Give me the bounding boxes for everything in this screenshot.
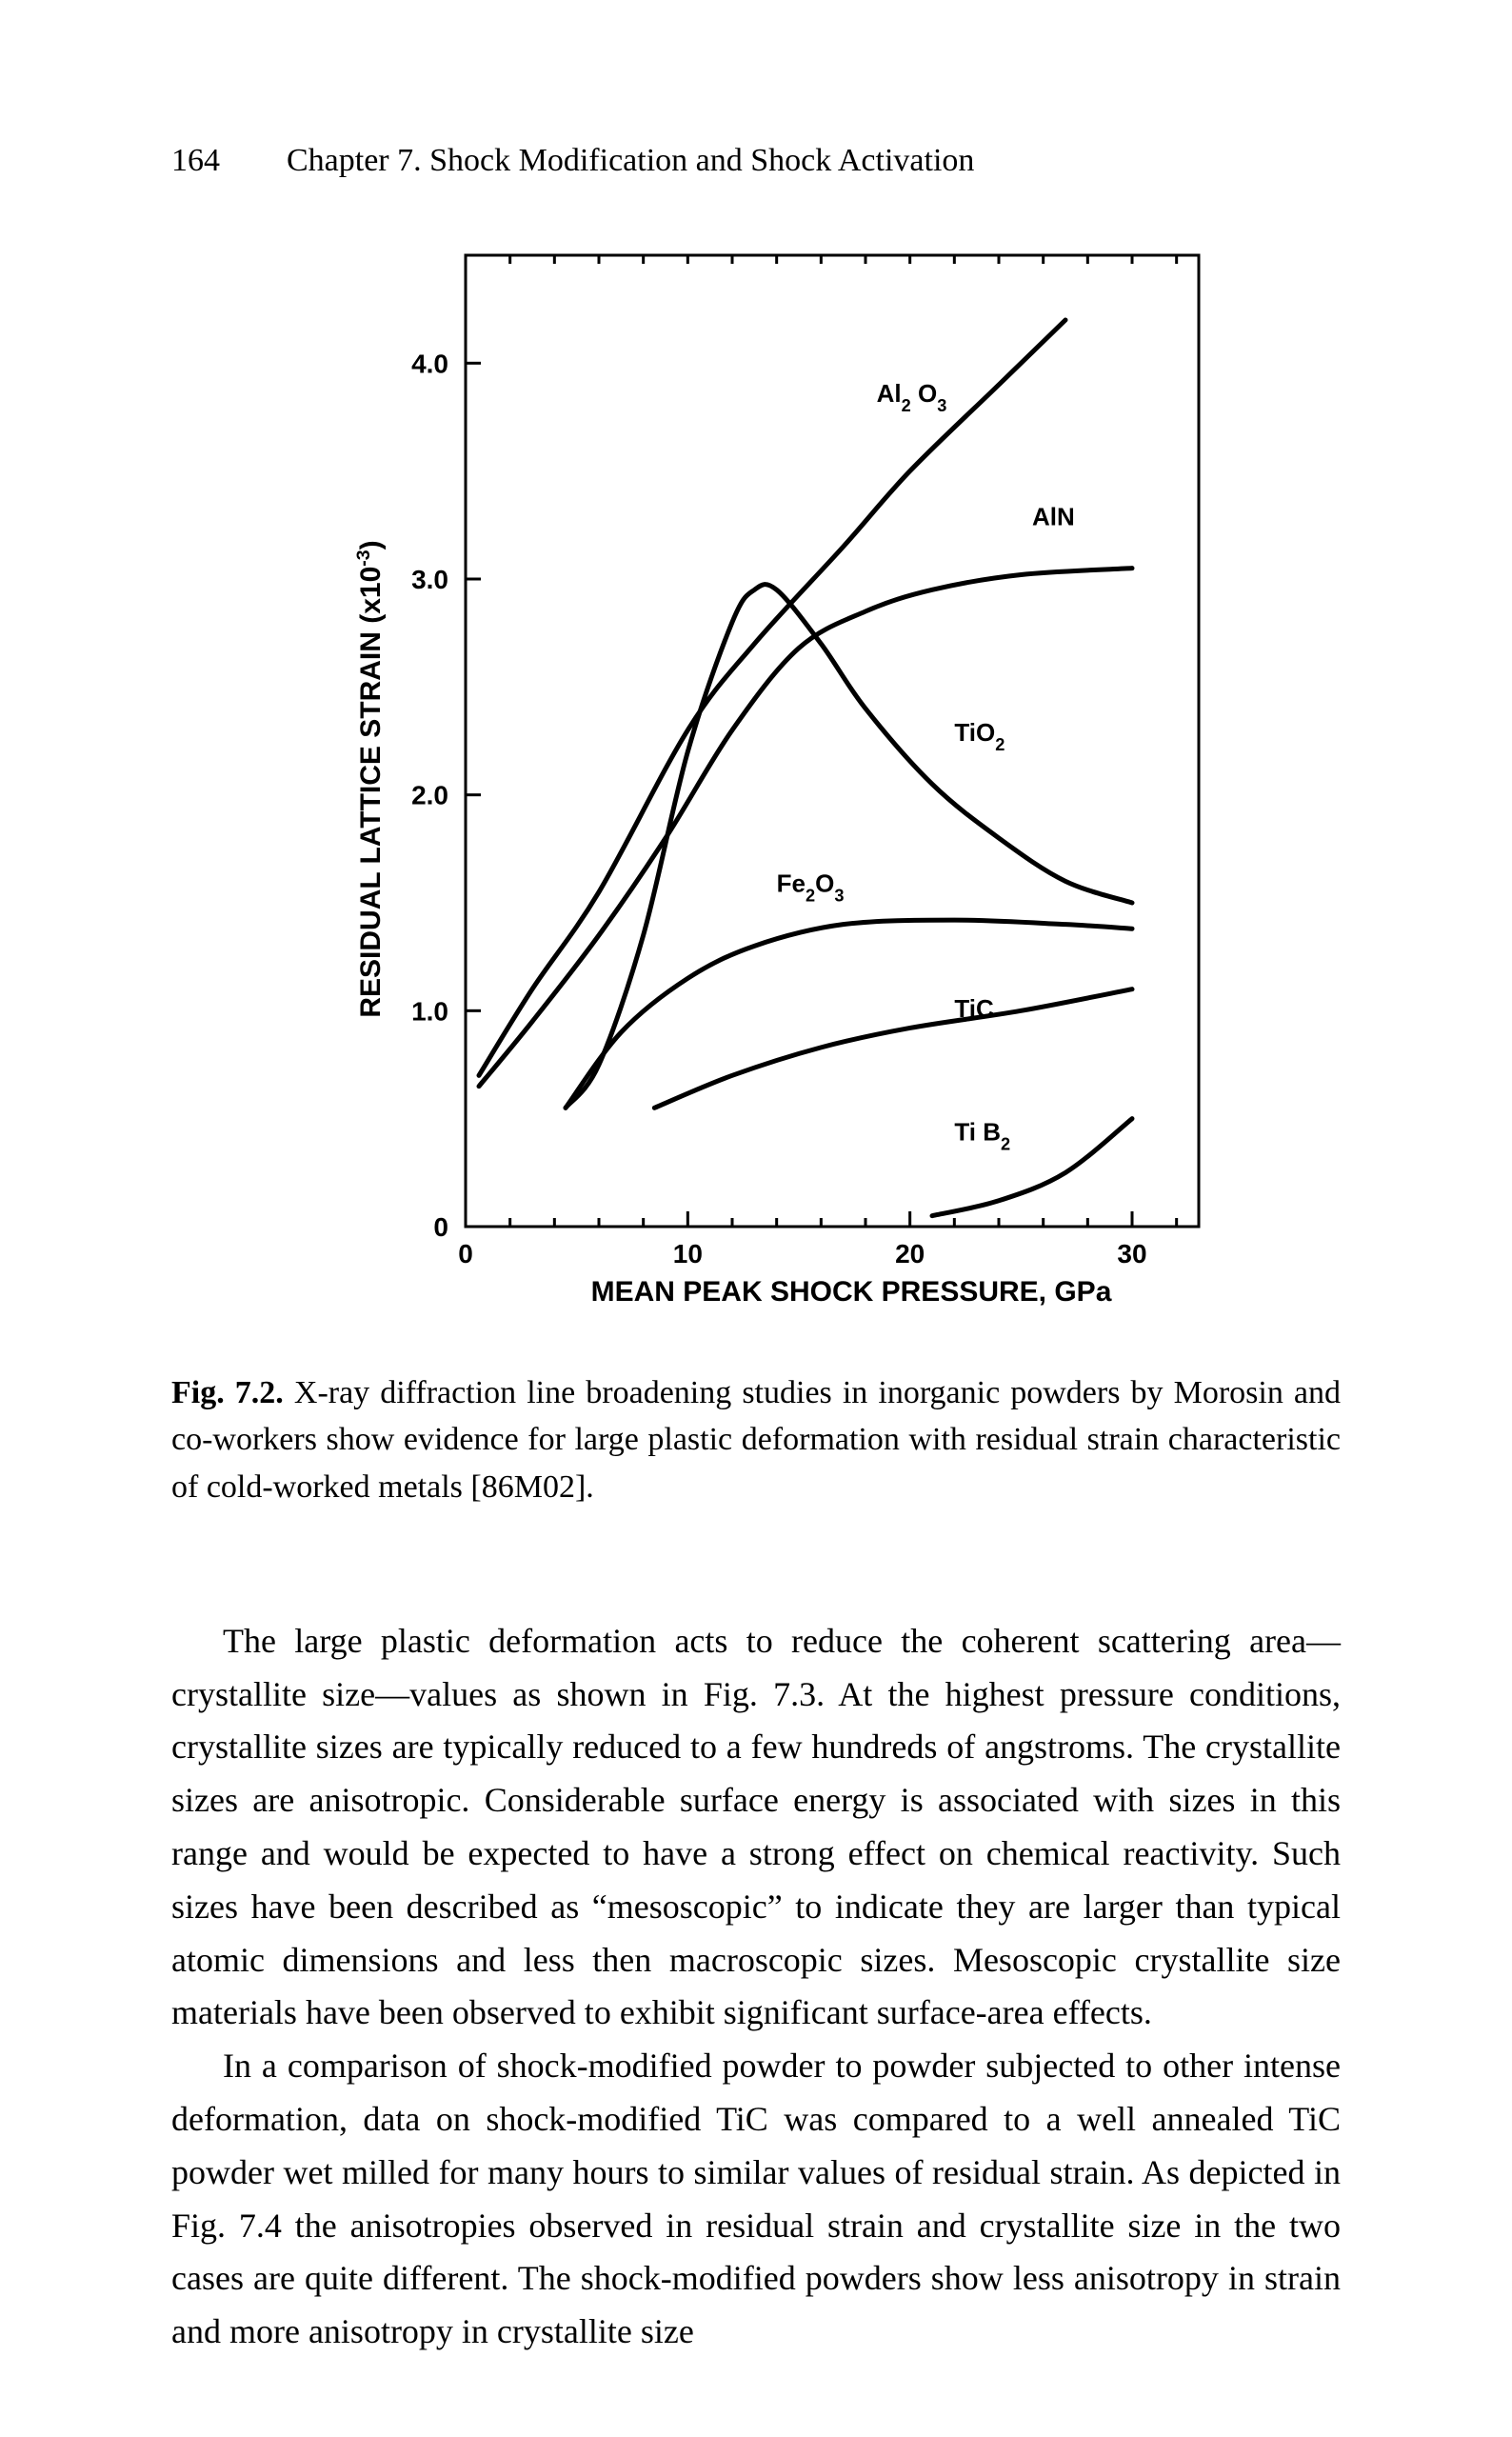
svg-text:20: 20 [895, 1239, 925, 1268]
figure-caption-text: X-ray diffraction line broadening studie… [171, 1375, 1341, 1505]
svg-text:4.0: 4.0 [411, 349, 448, 378]
running-header: 164 Chapter 7. Shock Modification and Sho… [171, 143, 1341, 179]
svg-text:Al2 O3: Al2 O3 [877, 379, 947, 415]
svg-text:AlN: AlN [1032, 502, 1075, 530]
page-number: 164 [171, 143, 220, 179]
figure-caption: Fig. 7.2. X-ray diffraction line broaden… [171, 1369, 1341, 1510]
svg-text:0: 0 [458, 1239, 473, 1268]
svg-text:1.0: 1.0 [411, 996, 448, 1026]
paragraph-2: In a comparison of shock-modified powder… [171, 2040, 1341, 2359]
svg-text:Ti B2: Ti B2 [954, 1117, 1010, 1153]
svg-text:0: 0 [433, 1212, 448, 1242]
svg-text:10: 10 [673, 1239, 703, 1268]
page: 164 Chapter 7. Shock Modification and Sho… [0, 0, 1512, 2437]
chapter-title: Chapter 7. Shock Modification and Shock … [287, 143, 974, 178]
figure-label: Fig. 7.2. [171, 1375, 284, 1410]
chart-line: 0 10 20 30 0 1.0 2.0 3.0 4.0 MEAN PEAK SHOCK PRES… [270, 217, 1242, 1341]
svg-text:TiO2: TiO2 [954, 718, 1005, 754]
svg-text:Fe2O3: Fe2O3 [777, 869, 845, 906]
svg-text:2.0: 2.0 [411, 781, 448, 810]
svg-text:TiC: TiC [954, 994, 994, 1023]
figure-7-2: 0 10 20 30 0 1.0 2.0 3.0 4.0 MEAN PEAK SHOCK PRES… [171, 217, 1341, 1341]
paragraph-1: The large plastic deformation acts to re… [171, 1615, 1341, 2040]
svg-text:30: 30 [1117, 1239, 1146, 1268]
svg-text:RESIDUAL LATTICE STRAIN (x10-3: RESIDUAL LATTICE STRAIN (x10-3) [353, 540, 387, 1017]
body-text: The large plastic deformation acts to re… [171, 1615, 1341, 2359]
svg-text:MEAN PEAK SHOCK PRESSURE, GPa: MEAN PEAK SHOCK PRESSURE, GPa [591, 1276, 1112, 1308]
svg-text:3.0: 3.0 [411, 565, 448, 594]
